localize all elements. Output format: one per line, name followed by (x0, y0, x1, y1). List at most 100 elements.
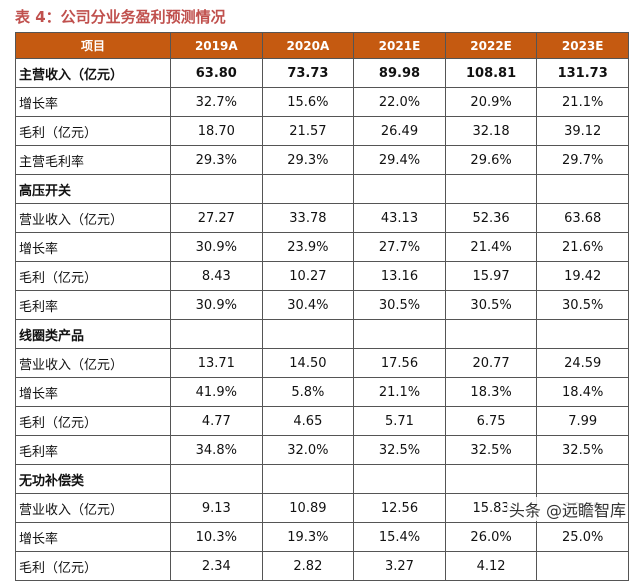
value-cell: 21.6% (536, 232, 629, 262)
table-row: 增长率 30.9% 23.9% 27.7% 21.4% 21.6% (15, 232, 629, 262)
empty-cell (261, 464, 355, 494)
value-cell: 26.49 (353, 116, 446, 146)
value-cell: 29.6% (444, 145, 538, 175)
value-cell: 73.73 (261, 58, 355, 88)
value-cell: 27.27 (170, 203, 263, 233)
value-cell: 22.0% (353, 87, 446, 117)
table-row: 毛利率 34.8% 32.0% 32.5% 32.5% 32.5% (15, 435, 629, 465)
value-cell: 21.57 (261, 116, 355, 146)
table-row: 增长率 10.3% 19.3% 15.4% 26.0% 25.0% (15, 522, 629, 552)
value-cell: 27.7% (353, 232, 446, 262)
row-label: 增长率 (15, 377, 171, 407)
empty-cell (536, 319, 629, 349)
table-row: 毛利（亿元） 8.43 10.27 13.16 15.97 19.42 (15, 261, 629, 291)
value-cell: 9.13 (170, 493, 263, 523)
section-title: 线圈类产品 (15, 319, 171, 349)
value-cell: 32.0% (261, 435, 355, 465)
row-label: 毛利（亿元） (15, 551, 171, 581)
value-cell: 3.27 (353, 551, 446, 581)
empty-cell (444, 174, 538, 204)
value-cell: 41.9% (170, 377, 263, 407)
value-cell: 7.99 (536, 406, 629, 436)
header-row: 项目 2019A 2020A 2021E 2022E 2023E (15, 32, 629, 59)
value-cell: 108.81 (444, 58, 538, 88)
value-cell: 29.3% (261, 145, 355, 175)
value-cell: 29.3% (170, 145, 263, 175)
value-cell: 20.77 (444, 348, 538, 378)
section-row: 无功补偿类 (15, 464, 629, 494)
header-2021e: 2021E (353, 32, 446, 59)
value-cell: 19.3% (261, 522, 355, 552)
row-label: 毛利（亿元） (15, 261, 171, 291)
value-cell: 4.65 (261, 406, 355, 436)
empty-cell (353, 319, 446, 349)
table-row: 增长率 32.7% 15.6% 22.0% 20.9% 21.1% (15, 87, 629, 117)
row-label: 营业收入（亿元） (15, 493, 171, 523)
empty-cell (353, 174, 446, 204)
value-cell: 30.9% (170, 290, 263, 320)
value-cell: 18.3% (444, 377, 538, 407)
row-label: 毛利（亿元） (15, 406, 171, 436)
header-2022e: 2022E (444, 32, 538, 59)
watermark: 头条 @远瞻智库 (506, 497, 628, 521)
value-cell: 63.68 (536, 203, 629, 233)
value-cell: 32.5% (444, 435, 538, 465)
table-row: 毛利（亿元） 2.34 2.82 3.27 4.12 (15, 551, 629, 581)
forecast-table: 项目 2019A 2020A 2021E 2022E 2023E 主营收入（亿元… (15, 32, 629, 581)
value-cell: 17.56 (353, 348, 446, 378)
value-cell: 20.9% (444, 87, 538, 117)
value-cell: 21.4% (444, 232, 538, 262)
value-cell: 19.42 (536, 261, 629, 291)
value-cell: 33.78 (261, 203, 355, 233)
empty-cell (444, 464, 538, 494)
section-title: 高压开关 (15, 174, 171, 204)
header-item: 项目 (15, 32, 171, 59)
value-cell: 24.59 (536, 348, 629, 378)
value-cell: 32.5% (536, 435, 629, 465)
value-cell: 21.1% (536, 87, 629, 117)
value-cell: 15.4% (353, 522, 446, 552)
value-cell: 6.75 (444, 406, 538, 436)
row-label: 毛利率 (15, 435, 171, 465)
value-cell: 32.5% (353, 435, 446, 465)
row-label: 营业收入（亿元） (15, 203, 171, 233)
table-row: 毛利率 30.9% 30.4% 30.5% 30.5% 30.5% (15, 290, 629, 320)
value-cell: 10.3% (170, 522, 263, 552)
value-cell: 30.9% (170, 232, 263, 262)
empty-cell (536, 464, 629, 494)
value-cell: 131.73 (536, 58, 629, 88)
value-cell: 26.0% (444, 522, 538, 552)
table-row: 主营收入（亿元） 63.80 73.73 89.98 108.81 131.73 (15, 58, 629, 88)
row-label: 主营毛利率 (15, 145, 171, 175)
value-cell: 8.43 (170, 261, 263, 291)
value-cell: 12.56 (353, 493, 446, 523)
row-label: 增长率 (15, 232, 171, 262)
empty-cell (170, 174, 263, 204)
table-row: 增长率 41.9% 5.8% 21.1% 18.3% 18.4% (15, 377, 629, 407)
value-cell: 2.82 (261, 551, 355, 581)
value-cell: 30.5% (353, 290, 446, 320)
value-cell: 5.8% (261, 377, 355, 407)
value-cell: 32.7% (170, 87, 263, 117)
empty-cell (353, 464, 446, 494)
table-row: 营业收入（亿元） 13.71 14.50 17.56 20.77 24.59 (15, 348, 629, 378)
table-title: 表 4：公司分业务盈利预测情况 (15, 8, 226, 26)
value-cell: 25.0% (536, 522, 629, 552)
value-cell: 63.80 (170, 58, 263, 88)
header-2019a: 2019A (170, 32, 263, 59)
value-cell: 32.18 (444, 116, 538, 146)
row-label: 增长率 (15, 87, 171, 117)
value-cell: 21.1% (353, 377, 446, 407)
row-label: 毛利率 (15, 290, 171, 320)
header-2023e: 2023E (536, 32, 629, 59)
section-row: 线圈类产品 (15, 319, 629, 349)
row-label: 增长率 (15, 522, 171, 552)
value-cell: 14.50 (261, 348, 355, 378)
empty-cell (170, 319, 263, 349)
value-cell: 23.9% (261, 232, 355, 262)
row-label: 毛利（亿元） (15, 116, 171, 146)
value-cell: 30.5% (444, 290, 538, 320)
table-row: 毛利（亿元） 4.77 4.65 5.71 6.75 7.99 (15, 406, 629, 436)
table-row: 主营毛利率 29.3% 29.3% 29.4% 29.6% 29.7% (15, 145, 629, 175)
value-cell (536, 551, 629, 581)
